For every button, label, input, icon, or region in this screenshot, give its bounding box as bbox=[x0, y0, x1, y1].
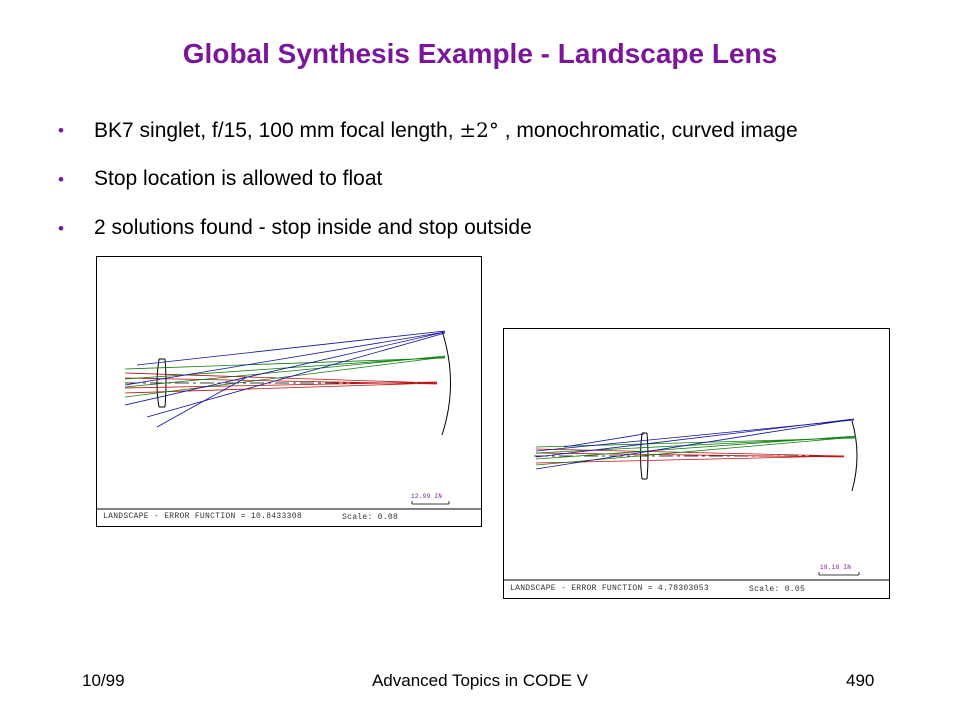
lens-diagram-stop-inside: 18.18 IN LANDSCAPE - ERROR FUNCTION = 4.… bbox=[503, 328, 890, 599]
ray-trace-plot-1 bbox=[97, 330, 481, 510]
field-angle-symbol: ±2° bbox=[459, 118, 499, 142]
ray-bundle-red bbox=[124, 372, 438, 394]
bullet-item-2: • Stop location is allowed to float bbox=[58, 167, 938, 216]
footer-course: Advanced Topics in CODE V bbox=[371, 671, 589, 690]
scale-label: Scale: 0.05 bbox=[749, 585, 806, 594]
scale-label: Scale: 0.08 bbox=[342, 513, 399, 522]
bullet-item-3: • 2 solutions found - stop inside and st… bbox=[58, 216, 938, 265]
error-function-caption: LANDSCAPE - ERROR FUNCTION = 4.78303053 bbox=[510, 584, 709, 593]
bullet-dot: • bbox=[58, 219, 64, 238]
bullet-list: • BK7 singlet, f/15, 100 mm focal length… bbox=[58, 118, 938, 265]
bullet-text-2: Stop location is allowed to float bbox=[94, 167, 383, 190]
ray-bundle-blue bbox=[124, 330, 446, 428]
slide-title: Global Synthesis Example - Landscape Len… bbox=[182, 38, 778, 69]
bullet-text-3: 2 solutions found - stop inside and stop… bbox=[94, 216, 532, 239]
bullet-item-1: • BK7 singlet, f/15, 100 mm focal length… bbox=[58, 118, 938, 167]
ray-bundle-green bbox=[535, 435, 857, 466]
bullet-text-1b: , monochromatic, curved image bbox=[498, 119, 798, 142]
ray-trace-plot-2 bbox=[504, 418, 889, 581]
scale-bar-label: 12.99 IN bbox=[411, 493, 443, 500]
lens-diagram-stop-outside: 12.99 IN LANDSCAPE - ERROR FUNCTION = 10… bbox=[96, 256, 482, 527]
ray-bundle-blue bbox=[535, 418, 855, 470]
lens-back-surface bbox=[646, 432, 649, 480]
ray-bundle-green bbox=[124, 355, 446, 398]
bullet-text-1a: BK7 singlet, f/15, 100 mm focal length, bbox=[94, 119, 460, 142]
image-surface bbox=[851, 420, 858, 492]
error-function-caption: LANDSCAPE - ERROR FUNCTION = 10.8433308 bbox=[103, 512, 302, 521]
image-surface bbox=[441, 330, 451, 436]
bullet-dot: • bbox=[58, 121, 64, 140]
bullet-dot: • bbox=[58, 170, 64, 189]
footer-page-number: 490 bbox=[846, 671, 875, 690]
scale-bar-label: 18.18 IN bbox=[820, 564, 852, 571]
footer-date: 10/99 bbox=[82, 671, 125, 690]
